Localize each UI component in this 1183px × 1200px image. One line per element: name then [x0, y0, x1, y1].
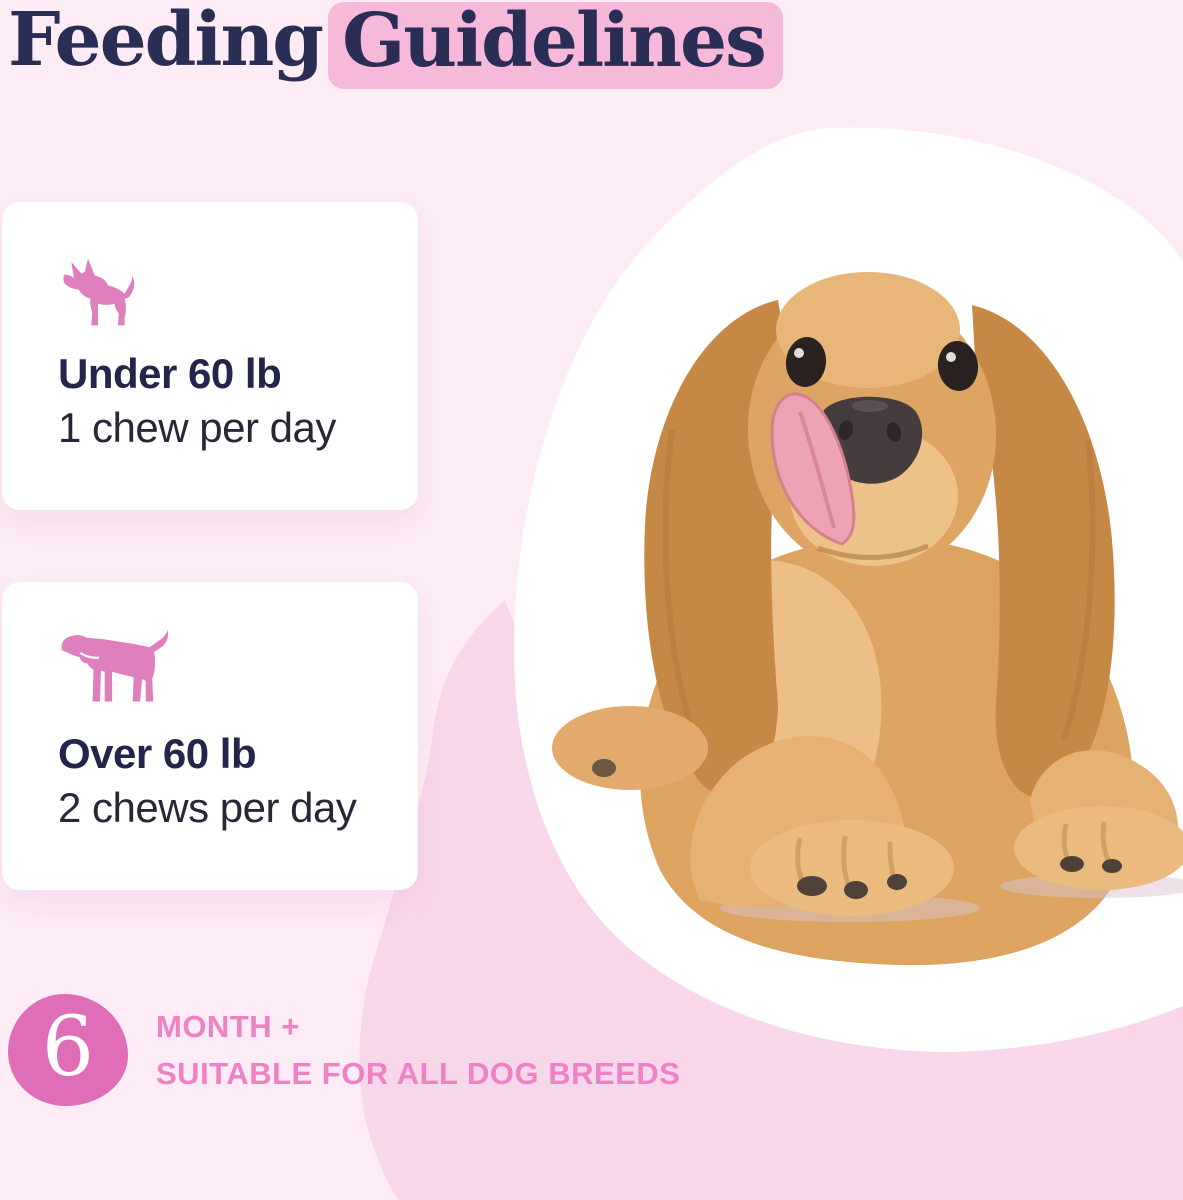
- age-number: 6: [41, 999, 95, 1095]
- page-title: Feeding Guidelines: [8, 0, 783, 90]
- age-line1: MONTH +: [156, 1008, 300, 1044]
- weight-label: Over 60 lb: [58, 730, 257, 777]
- age-badge: 6: [8, 994, 128, 1106]
- title-highlight: Guidelines: [328, 2, 783, 90]
- labrador-icon: [61, 629, 169, 702]
- puppy-photo: [552, 272, 1183, 966]
- age-line2: SUITABLE FOR ALL DOG BREEDS: [156, 1055, 681, 1091]
- weight-label: Under 60 lb: [58, 350, 282, 397]
- dose-label: 2 chews per day: [58, 784, 357, 831]
- feeding-card-large-dogs: Over 60 lb 2 chews per day: [2, 582, 418, 890]
- dose-label: 1 chew per day: [58, 404, 336, 451]
- feeding-card-small-dogs: Under 60 lb 1 chew per day: [2, 202, 418, 510]
- chihuahua-icon: [63, 258, 135, 326]
- age-text: MONTH + SUITABLE FOR ALL DOG BREEDS: [156, 1009, 680, 1092]
- age-recommendation: 6 MONTH + SUITABLE FOR ALL DOG BREEDS: [8, 994, 680, 1106]
- title-text: Feeding: [8, 0, 324, 83]
